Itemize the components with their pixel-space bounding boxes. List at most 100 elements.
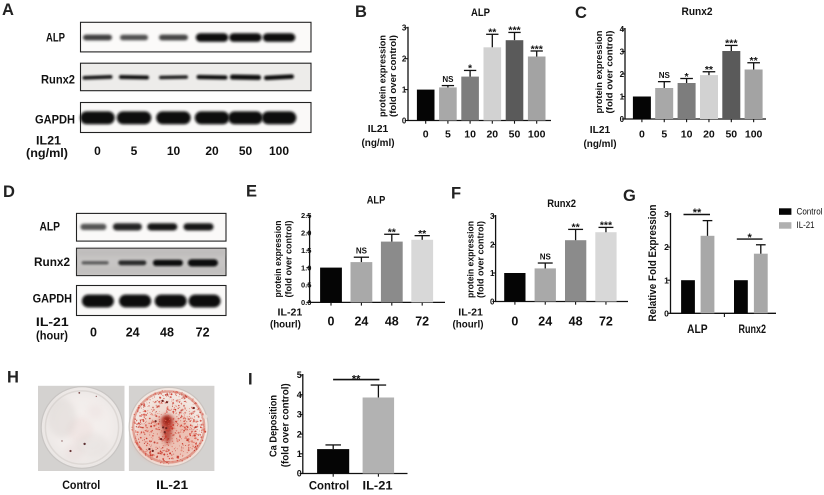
svg-text:Runx2: Runx2: [547, 198, 576, 210]
svg-text:(ng/ml): (ng/ml): [26, 148, 68, 160]
svg-text:(hour): (hour): [36, 330, 68, 342]
svg-text:G: G: [623, 187, 636, 205]
svg-text:ALP: ALP: [46, 33, 65, 45]
svg-text:100: 100: [745, 128, 763, 140]
svg-text:24: 24: [126, 326, 140, 340]
svg-text:20: 20: [205, 144, 219, 158]
svg-text:**: **: [352, 373, 361, 385]
svg-text:0: 0: [423, 128, 429, 140]
svg-text:protein expression: protein expression: [378, 35, 388, 117]
svg-text:IL-21: IL-21: [156, 478, 188, 492]
svg-text:***: ***: [725, 38, 738, 50]
svg-text:*: *: [468, 63, 473, 75]
svg-text:0: 0: [511, 315, 518, 329]
svg-text:3: 3: [664, 209, 669, 219]
svg-text:0: 0: [620, 115, 625, 124]
svg-text:1: 1: [402, 85, 407, 94]
svg-text:ALP: ALP: [39, 222, 60, 234]
svg-text:0: 0: [328, 315, 335, 329]
svg-text:50: 50: [509, 128, 521, 140]
svg-text:(hourl): (hourl): [270, 320, 301, 331]
svg-text:F: F: [451, 185, 461, 203]
svg-text:C: C: [575, 4, 587, 22]
svg-text:(fold over control): (fold over control): [281, 383, 292, 467]
svg-text:H: H: [7, 369, 19, 387]
svg-text:1.0: 1.0: [301, 263, 311, 272]
svg-text:0.5: 0.5: [301, 281, 311, 290]
svg-text:24: 24: [354, 315, 368, 329]
svg-text:20: 20: [703, 128, 715, 140]
svg-text:0.0: 0.0: [301, 298, 311, 307]
svg-text:Runx2: Runx2: [41, 74, 75, 86]
svg-text:***: ***: [600, 220, 613, 232]
svg-text:10: 10: [167, 144, 181, 158]
svg-text:protein expression: protein expression: [594, 31, 604, 114]
svg-text:Relative Fold Expression: Relative Fold Expression: [647, 204, 659, 321]
svg-text:2: 2: [402, 55, 407, 64]
svg-text:1: 1: [490, 269, 495, 278]
svg-text:0: 0: [402, 116, 407, 125]
svg-text:Runx2: Runx2: [34, 257, 70, 269]
svg-text:ALP: ALP: [687, 322, 708, 336]
svg-text:**: **: [488, 27, 497, 39]
svg-text:0: 0: [490, 297, 495, 306]
svg-text:48: 48: [160, 326, 174, 340]
svg-text:IL-21: IL-21: [278, 308, 303, 319]
svg-text:A: A: [2, 1, 14, 19]
svg-text:*: *: [748, 232, 753, 244]
svg-text:Ca Deposition: Ca Deposition: [268, 395, 279, 457]
svg-text:2.0: 2.0: [301, 229, 311, 238]
svg-text:**: **: [750, 55, 759, 67]
svg-text:IL-21: IL-21: [797, 220, 815, 230]
svg-text:NS: NS: [540, 253, 552, 262]
svg-text:4: 4: [620, 25, 625, 34]
svg-text:72: 72: [599, 315, 613, 329]
svg-text:(hourl): (hourl): [453, 320, 484, 331]
svg-text:ALP: ALP: [471, 7, 490, 19]
svg-text:*: *: [685, 71, 690, 83]
svg-text:GAPDH: GAPDH: [35, 114, 75, 126]
svg-text:10: 10: [464, 128, 476, 140]
svg-text:IL-21: IL-21: [458, 307, 483, 318]
svg-text:NS: NS: [442, 75, 454, 84]
svg-text:I: I: [248, 371, 253, 389]
svg-text:2: 2: [297, 429, 302, 439]
svg-text:2: 2: [620, 70, 625, 79]
svg-text:(fold over control): (fold over control): [388, 35, 398, 117]
svg-text:0: 0: [664, 308, 669, 318]
svg-text:5: 5: [297, 370, 302, 380]
svg-text:D: D: [3, 183, 15, 201]
svg-text:Control: Control: [309, 481, 349, 493]
svg-text:Control: Control: [797, 206, 823, 216]
svg-text:20: 20: [486, 128, 498, 140]
svg-text:3: 3: [620, 47, 625, 56]
svg-text:(ng/ml): (ng/ml): [362, 138, 395, 149]
svg-text:5: 5: [131, 144, 138, 158]
svg-text:72: 72: [196, 326, 210, 340]
svg-text:0: 0: [94, 144, 101, 158]
svg-text:**: **: [693, 207, 702, 219]
svg-text:10: 10: [681, 128, 693, 140]
svg-text:**: **: [705, 64, 714, 76]
svg-text:72: 72: [415, 315, 429, 329]
svg-text:100: 100: [269, 144, 289, 158]
svg-text:protein expression: protein expression: [273, 221, 283, 298]
svg-text:**: **: [388, 227, 397, 239]
svg-text:***: ***: [531, 43, 544, 55]
svg-text:(ng/ml): (ng/ml): [584, 139, 617, 150]
svg-text:protein expression: protein expression: [465, 221, 475, 298]
svg-text:3: 3: [297, 410, 302, 420]
svg-text:0: 0: [90, 326, 97, 340]
svg-text:***: ***: [508, 25, 521, 37]
svg-text:NS: NS: [659, 71, 671, 80]
svg-text:5: 5: [661, 128, 667, 140]
svg-text:Runx2: Runx2: [739, 322, 767, 336]
svg-text:2: 2: [490, 240, 495, 249]
svg-text:48: 48: [385, 315, 399, 329]
svg-text:1: 1: [664, 275, 669, 285]
svg-text:0: 0: [639, 128, 645, 140]
svg-text:(fold over control): (fold over control): [475, 221, 485, 298]
svg-text:3: 3: [402, 24, 407, 33]
svg-text:2: 2: [664, 242, 669, 252]
svg-text:50: 50: [725, 128, 737, 140]
